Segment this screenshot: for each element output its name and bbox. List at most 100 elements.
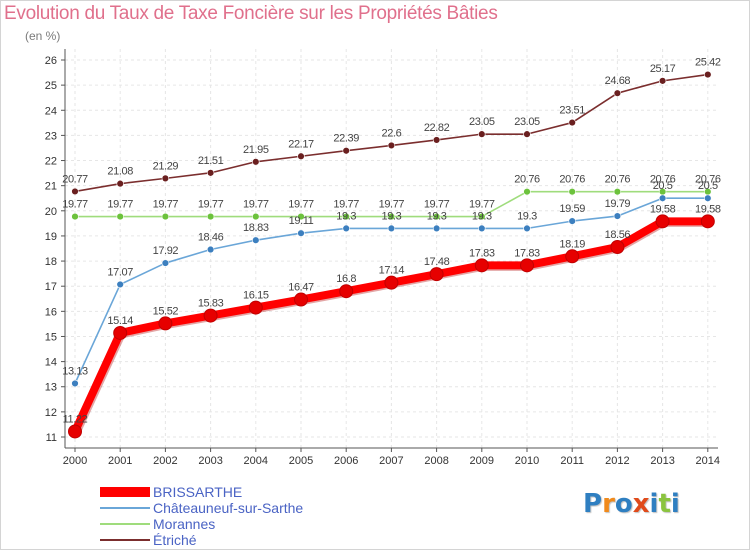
data-point bbox=[478, 130, 486, 138]
data-label: 22.6 bbox=[381, 127, 401, 139]
y-tick-label: 13 bbox=[45, 382, 57, 394]
data-point bbox=[568, 187, 576, 196]
x-tick-label: 2007 bbox=[379, 455, 403, 467]
data-label: 17.48 bbox=[424, 256, 450, 268]
x-tick-label: 2006 bbox=[334, 455, 358, 467]
data-point bbox=[252, 158, 260, 166]
data-label: 16.8 bbox=[336, 273, 356, 285]
data-point bbox=[206, 212, 215, 221]
data-point bbox=[297, 229, 305, 237]
data-label: 17.92 bbox=[153, 245, 179, 257]
unit-label: (en %) bbox=[25, 29, 61, 43]
data-label: 19.77 bbox=[243, 199, 269, 211]
data-point bbox=[568, 217, 576, 225]
data-label: 20.76 bbox=[695, 174, 721, 186]
y-tick-label: 24 bbox=[45, 105, 57, 117]
data-label: 23.51 bbox=[559, 105, 585, 117]
data-point bbox=[248, 300, 263, 315]
data-label: 19.77 bbox=[333, 199, 359, 211]
logo-letter: P bbox=[583, 489, 603, 519]
data-point bbox=[523, 130, 531, 138]
data-point bbox=[523, 187, 531, 196]
y-tick-label: 14 bbox=[45, 357, 57, 369]
data-label: 19.58 bbox=[695, 203, 721, 215]
data-point bbox=[297, 212, 305, 221]
x-tick-label: 2010 bbox=[515, 455, 539, 467]
data-point bbox=[203, 308, 218, 323]
legend-label: Châteauneuf-sur-Sarthe bbox=[153, 500, 303, 516]
data-label: 20.77 bbox=[62, 173, 88, 185]
data-point bbox=[342, 224, 350, 233]
data-point bbox=[294, 292, 308, 307]
data-label: 19.3 bbox=[517, 210, 537, 222]
data-point bbox=[432, 212, 441, 221]
legend-item: Étriché bbox=[100, 532, 197, 548]
data-point bbox=[252, 212, 260, 221]
y-tick-label: 26 bbox=[45, 55, 57, 67]
data-point bbox=[252, 236, 260, 244]
data-point bbox=[704, 194, 712, 202]
proxiti-logo: Proxiti bbox=[583, 489, 680, 519]
legend-item: Châteauneuf-sur-Sarthe bbox=[100, 500, 303, 516]
series-ch-teauneuf-sur-sarthe bbox=[71, 194, 712, 388]
data-label: 21.29 bbox=[153, 160, 179, 172]
data-label: 18.83 bbox=[243, 222, 269, 234]
x-tick-label: 2009 bbox=[470, 455, 494, 467]
data-point bbox=[113, 325, 128, 340]
data-point bbox=[474, 258, 489, 273]
y-tick-label: 20 bbox=[45, 206, 57, 218]
y-tick-label: 15 bbox=[45, 331, 57, 343]
data-label: 19.77 bbox=[107, 199, 133, 211]
data-label: 15.52 bbox=[153, 305, 179, 317]
y-tick-label: 25 bbox=[45, 80, 57, 92]
data-label: 25.42 bbox=[695, 57, 721, 69]
legend: BRISSARTHEChâteauneuf-sur-SartheMorannes… bbox=[100, 484, 303, 548]
legend-label: Morannes bbox=[153, 516, 215, 532]
data-label: 19.77 bbox=[379, 199, 405, 211]
data-point bbox=[520, 258, 534, 273]
data-label: 19.79 bbox=[605, 198, 631, 210]
x-tick-label: 2013 bbox=[650, 455, 674, 467]
data-label: 19.11 bbox=[289, 215, 314, 227]
data-point bbox=[387, 141, 396, 150]
data-point bbox=[565, 249, 580, 264]
logo-letter: i bbox=[670, 489, 680, 519]
data-label: 21.08 bbox=[107, 166, 133, 178]
data-point bbox=[339, 284, 354, 299]
series-brissarthe bbox=[68, 214, 715, 439]
data-label: 19.77 bbox=[153, 199, 179, 211]
data-label: 17.07 bbox=[107, 266, 133, 278]
logo-letter: o bbox=[614, 489, 633, 519]
data-label: 19.77 bbox=[424, 199, 450, 211]
data-label: 11.22 bbox=[63, 413, 88, 425]
y-tick-label: 11 bbox=[46, 432, 57, 444]
x-tick-label: 2008 bbox=[424, 455, 448, 467]
data-label: 15.83 bbox=[198, 298, 224, 310]
data-label: 18.19 bbox=[559, 238, 585, 250]
data-point bbox=[71, 187, 79, 196]
legend-item: BRISSARTHE bbox=[100, 484, 242, 500]
data-point bbox=[158, 316, 173, 331]
axes: 11 12 13 14 15 16 17 18 19 20 21 22 23 24 25 26 2000 2001… bbox=[45, 49, 720, 467]
x-tick-label: 2004 bbox=[244, 455, 268, 467]
y-tick-label: 12 bbox=[45, 407, 57, 419]
series-morannes bbox=[71, 187, 712, 221]
x-tick-label: 2014 bbox=[696, 455, 720, 467]
data-label: 17.83 bbox=[469, 247, 495, 259]
data-label: 19.77 bbox=[288, 199, 314, 211]
data-point bbox=[342, 147, 350, 155]
y-tick-label: 16 bbox=[45, 306, 57, 318]
series--trich- bbox=[71, 70, 712, 196]
data-point bbox=[613, 187, 622, 196]
data-point bbox=[161, 174, 170, 183]
data-point bbox=[116, 179, 124, 188]
data-point bbox=[342, 212, 350, 221]
data-label: 19.58 bbox=[650, 203, 676, 215]
legend-item: Morannes bbox=[100, 516, 215, 532]
data-point bbox=[432, 136, 441, 144]
data-label: 17.83 bbox=[514, 247, 540, 259]
legend-label: BRISSARTHE bbox=[153, 484, 242, 500]
data-label: 19.59 bbox=[559, 203, 585, 215]
data-label: 19.77 bbox=[62, 199, 88, 211]
x-tick-label: 2012 bbox=[605, 455, 629, 467]
